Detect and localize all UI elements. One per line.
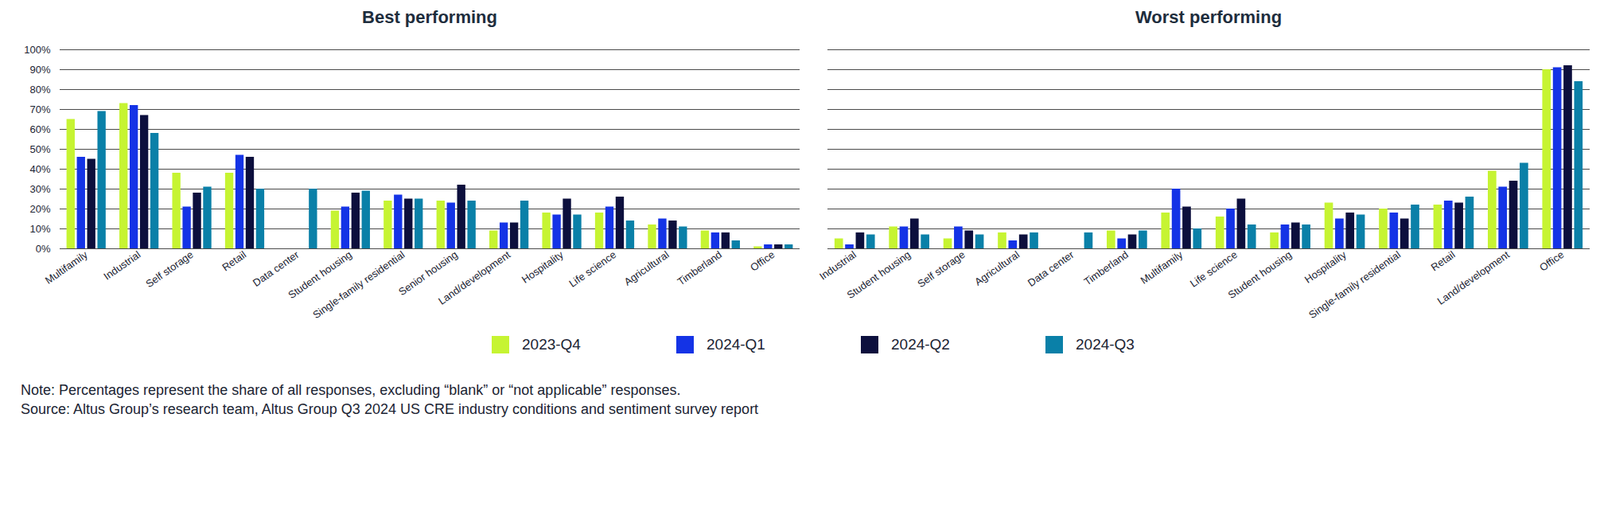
svg-text:Single-family residential: Single-family residential <box>310 248 407 321</box>
svg-text:Student housing: Student housing <box>1226 248 1295 301</box>
svg-text:Multifamily: Multifamily <box>42 248 90 287</box>
svg-text:Self storage: Self storage <box>914 248 967 290</box>
svg-text:30%: 30% <box>29 182 51 195</box>
svg-text:0%: 0% <box>35 242 51 255</box>
svg-text:Land/development: Land/development <box>436 248 514 308</box>
svg-text:Timberland: Timberland <box>674 248 724 288</box>
svg-text:Land/development: Land/development <box>1435 248 1513 308</box>
svg-text:100%: 100% <box>23 43 51 56</box>
svg-text:Industrial: Industrial <box>101 248 143 283</box>
html-text:2024-Q3: 2024-Q3 <box>1075 335 1135 353</box>
svg-text:Life science: Life science <box>1187 248 1240 290</box>
svg-text:40%: 40% <box>29 163 51 176</box>
svg-text:Senior housing: Senior housing <box>396 248 460 298</box>
svg-text:60%: 60% <box>29 123 51 136</box>
svg-text:Office: Office <box>747 248 777 274</box>
svg-text:Hospitality: Hospitality <box>519 248 566 286</box>
svg-text:70%: 70% <box>29 103 51 116</box>
html-text:2023-Q4: 2023-Q4 <box>521 335 581 353</box>
svg-text:Retail: Retail <box>1428 248 1458 273</box>
svg-text:Data center: Data center <box>1025 248 1077 289</box>
svg-text:10%: 10% <box>29 222 51 235</box>
svg-text:Retail: Retail <box>219 248 249 273</box>
html-text:Worst performing: Worst performing <box>1135 7 1282 28</box>
html-text:2024-Q1: 2024-Q1 <box>706 335 766 353</box>
html-text:Note: Percentages represent th: Note: Percentages represent the share of… <box>20 381 681 398</box>
svg-text:Student housing: Student housing <box>285 248 355 301</box>
svg-text:Agricultural: Agricultural <box>972 248 1022 289</box>
svg-text:Office: Office <box>1537 248 1566 274</box>
svg-text:Multifamily: Multifamily <box>1137 248 1185 287</box>
html-text:Source: Altus Group’s research: Source: Altus Group’s research team, Alt… <box>20 400 759 417</box>
svg-text:Agricultural: Agricultural <box>622 248 672 289</box>
html-text:2024-Q2: 2024-Q2 <box>891 335 950 353</box>
svg-text:Life science: Life science <box>566 248 619 290</box>
svg-text:Data center: Data center <box>250 248 302 289</box>
html-text:Best performing: Best performing <box>362 7 498 28</box>
svg-text:Hospitality: Hospitality <box>1302 248 1349 286</box>
svg-text:50%: 50% <box>29 143 51 156</box>
svg-text:Single-family residential: Single-family residential <box>1306 248 1403 321</box>
svg-text:90%: 90% <box>29 63 51 76</box>
svg-text:20%: 20% <box>29 202 51 215</box>
svg-text:Self storage: Self storage <box>143 248 195 290</box>
svg-text:Student housing: Student housing <box>844 248 914 301</box>
svg-text:80%: 80% <box>29 83 51 96</box>
svg-text:Industrial: Industrial <box>817 248 859 283</box>
svg-text:Timberland: Timberland <box>1081 248 1130 288</box>
